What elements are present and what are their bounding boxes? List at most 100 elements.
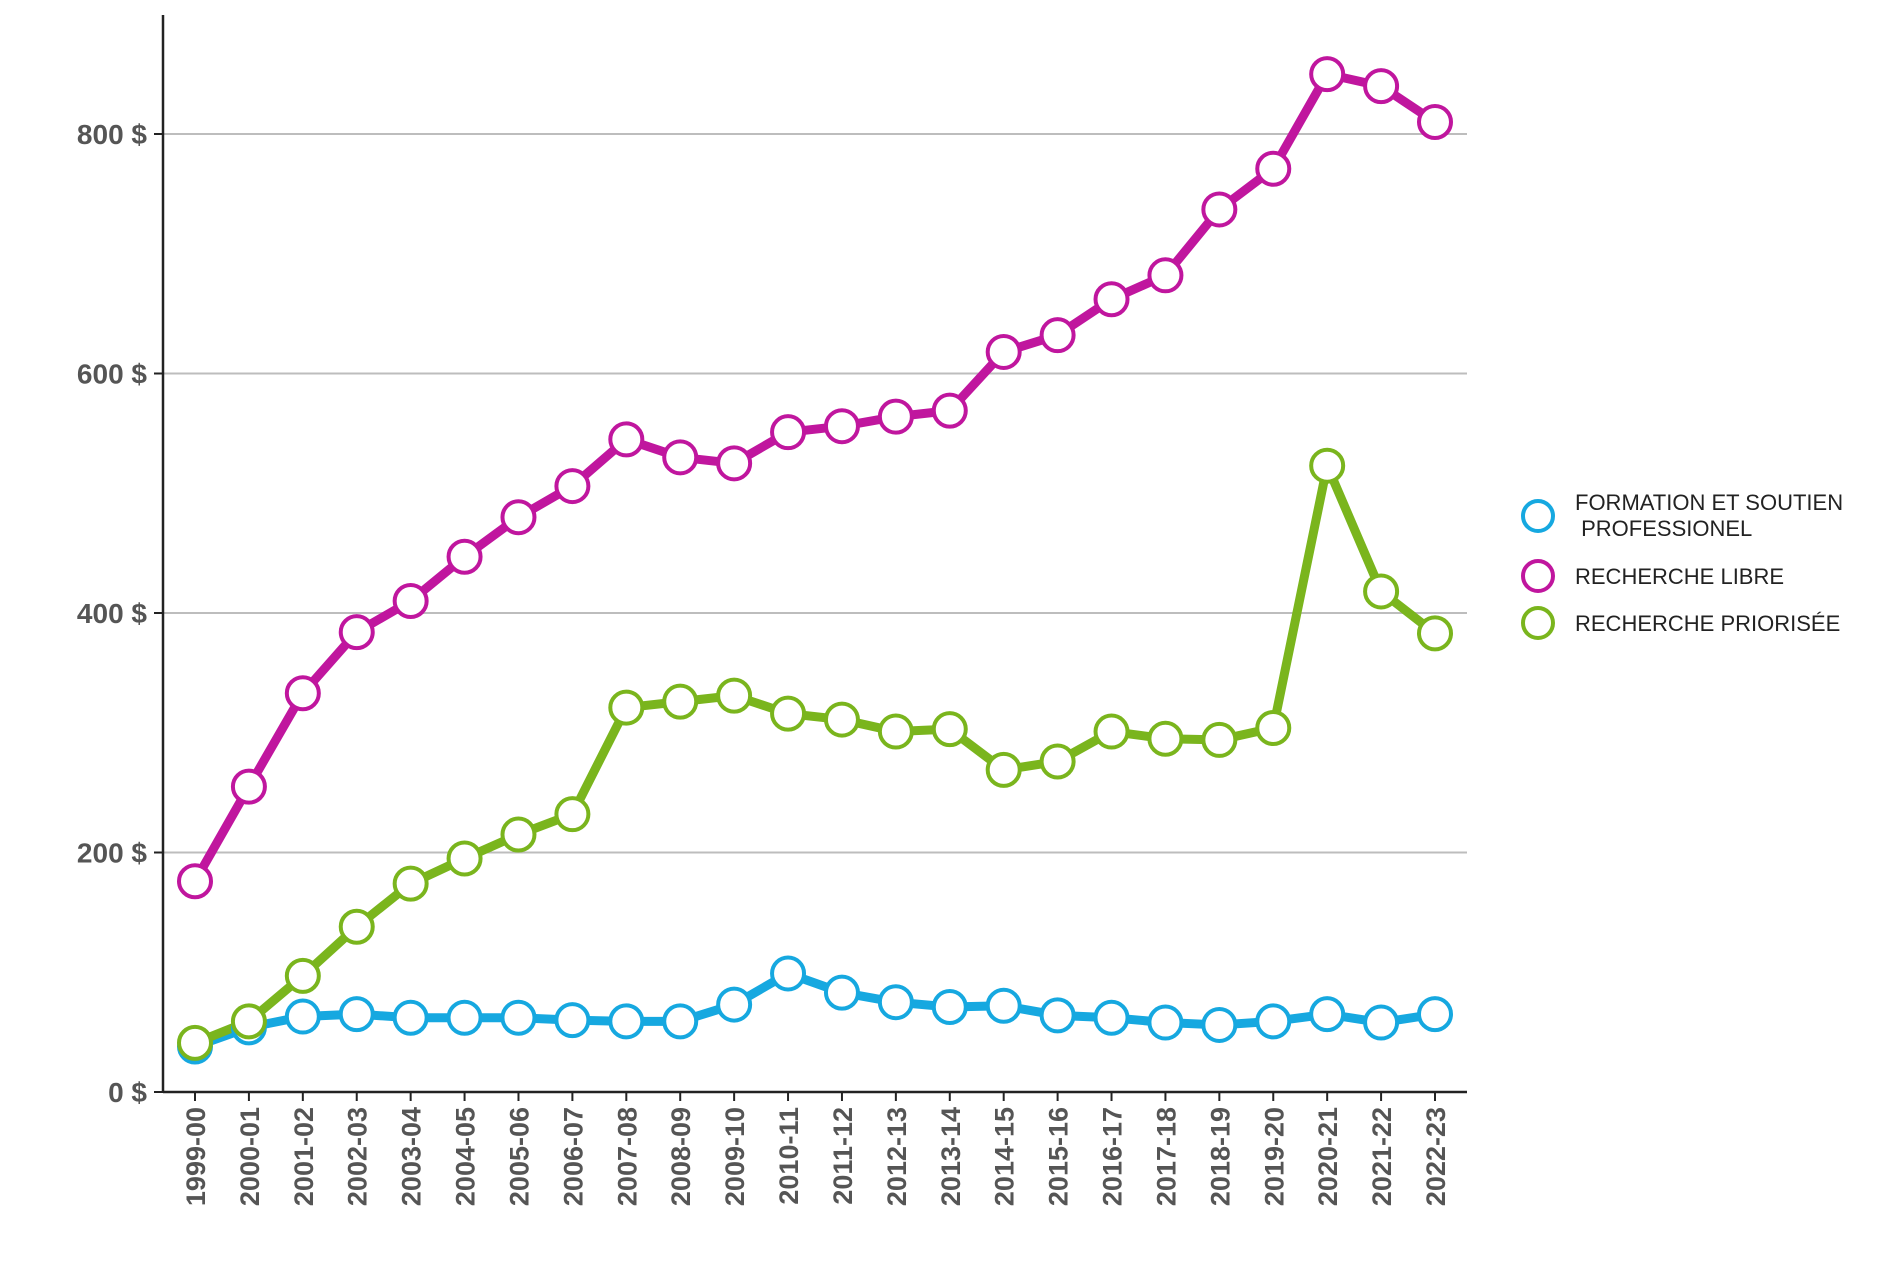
data-point — [1201, 721, 1238, 758]
x-tick-label: 2001-02 — [289, 1107, 319, 1206]
legend: FORMATION ET SOUTIEN PROFESSIONEL RECHERC… — [1521, 490, 1843, 640]
data-point — [1201, 191, 1238, 228]
x-tick-label: 2011-12 — [828, 1107, 858, 1205]
data-point — [500, 816, 537, 853]
data-point — [1309, 996, 1346, 1033]
data-point — [877, 398, 914, 435]
x-tick-label: 2022-23 — [1421, 1107, 1451, 1206]
data-point — [877, 713, 914, 750]
y-tick-label: 800 $ — [77, 119, 147, 150]
data-point — [985, 987, 1022, 1024]
x-tick-label: 1999-00 — [181, 1107, 211, 1206]
data-point — [284, 957, 321, 994]
x-tick-label: 2014-15 — [990, 1107, 1020, 1206]
data-point — [1363, 1004, 1400, 1041]
x-tick-label: 2016-17 — [1098, 1107, 1128, 1206]
data-point — [931, 392, 968, 429]
data-point — [554, 796, 591, 833]
data-point — [446, 840, 483, 877]
x-tick-label: 2008-09 — [666, 1107, 696, 1206]
data-point — [338, 614, 375, 651]
data-point — [662, 1003, 699, 1040]
x-tick-label: 2019-20 — [1259, 1107, 1289, 1206]
data-point — [230, 768, 267, 805]
data-point — [608, 421, 645, 458]
series-layer — [177, 56, 1453, 1065]
data-point — [770, 414, 807, 451]
data-point — [770, 955, 807, 992]
x-tick-label: 2009-10 — [720, 1107, 750, 1206]
x-tick-label: 2006-07 — [558, 1107, 588, 1206]
legend-label-0: PROFESSIONEL — [1575, 516, 1752, 541]
data-point — [985, 751, 1022, 788]
data-point — [177, 1024, 213, 1061]
data-point — [338, 996, 375, 1033]
y-axis-ticks: 0 $ 200 $ 400 $ 600 $ 800 $ — [77, 119, 163, 1108]
series-line-0 — [190, 968, 1440, 1051]
data-point — [985, 333, 1022, 370]
data-point — [1147, 720, 1184, 757]
data-point — [608, 689, 645, 726]
data-point — [392, 583, 429, 620]
y-tick-label: 600 $ — [77, 359, 147, 390]
data-point — [1363, 573, 1400, 610]
y-tick-label: 400 $ — [77, 598, 147, 629]
data-point — [177, 863, 213, 900]
data-point — [1417, 996, 1453, 1033]
data-point — [823, 408, 860, 445]
data-point — [931, 988, 968, 1025]
series-line-1 — [190, 69, 1440, 886]
data-point — [662, 439, 699, 476]
data-point — [1309, 447, 1346, 484]
data-point — [230, 1003, 267, 1040]
data-point — [1093, 999, 1130, 1036]
data-point — [1201, 1006, 1238, 1043]
data-point — [1039, 997, 1076, 1034]
data-point — [1309, 56, 1346, 93]
data-point — [1417, 615, 1453, 652]
x-tick-label: 2005-06 — [504, 1107, 534, 1206]
data-point — [446, 538, 483, 575]
x-tick-label: 2017-18 — [1151, 1107, 1181, 1206]
series-line-2 — [190, 461, 1440, 1048]
x-tick-label: 2015-16 — [1044, 1107, 1074, 1206]
data-point — [1255, 709, 1292, 746]
data-point — [1039, 317, 1076, 354]
data-point — [1255, 150, 1292, 187]
x-axis-ticks: 1999-00 2000-01 2001-02 2002-03 2003-04 2004-… — [181, 1092, 1451, 1206]
axes — [161, 15, 1467, 1094]
data-point — [823, 701, 860, 738]
legend-marker-0 — [1521, 499, 1555, 533]
data-point — [500, 999, 537, 1036]
data-point — [931, 711, 968, 748]
data-point — [446, 999, 483, 1036]
data-point — [1147, 257, 1184, 294]
data-point — [1363, 68, 1400, 105]
data-point — [1039, 743, 1076, 780]
legend-marker-2 — [1521, 606, 1555, 640]
data-point — [662, 683, 699, 720]
data-point — [554, 468, 591, 505]
data-point — [1147, 1004, 1184, 1041]
y-tick-label: 200 $ — [77, 838, 147, 869]
data-point — [770, 695, 807, 732]
x-tick-label: 2018-19 — [1205, 1107, 1235, 1206]
data-point — [500, 499, 537, 536]
data-point — [877, 984, 914, 1021]
data-point — [392, 999, 429, 1036]
data-point — [716, 445, 753, 482]
data-point — [716, 677, 753, 714]
x-tick-label: 2010-11 — [774, 1107, 804, 1205]
data-point — [554, 1002, 591, 1039]
legend-label-1: RECHERCHE LIBRE — [1575, 564, 1784, 589]
data-point — [716, 986, 753, 1023]
data-point — [1093, 713, 1130, 750]
data-point — [284, 998, 321, 1035]
x-tick-label: 2020-21 — [1313, 1107, 1343, 1206]
y-tick-label: 0 $ — [108, 1077, 147, 1108]
legend-label-0: FORMATION ET SOUTIEN — [1575, 490, 1843, 515]
data-point — [338, 908, 375, 945]
data-point — [1255, 1003, 1292, 1040]
x-tick-label: 2012-13 — [882, 1107, 912, 1206]
